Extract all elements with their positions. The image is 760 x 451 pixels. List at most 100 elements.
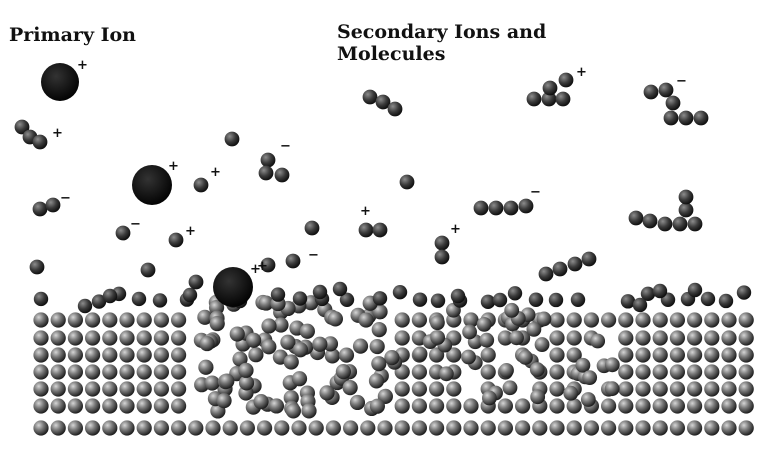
displaced-atom <box>261 339 277 355</box>
surface-atom <box>33 291 49 307</box>
surface-atom <box>332 281 348 297</box>
lattice-atom <box>67 364 83 380</box>
ejected-atom <box>488 200 504 216</box>
lattice-atom <box>67 381 83 397</box>
lattice-atom <box>549 420 565 436</box>
displaced-atom <box>258 295 274 311</box>
ejected-atom <box>541 91 557 107</box>
lattice-atom <box>33 398 49 414</box>
displaced-atom <box>285 403 301 419</box>
lattice-atom <box>618 420 634 436</box>
ejected-atom <box>678 202 694 218</box>
lattice-atom <box>119 420 135 436</box>
primary-ion-label: Primary Ion <box>9 24 136 46</box>
lattice-atom <box>549 312 565 328</box>
lattice-atom <box>50 330 66 346</box>
lattice-atom <box>618 398 634 414</box>
lattice-atom <box>652 312 668 328</box>
displaced-atom <box>371 356 387 372</box>
displaced-atom <box>476 316 492 332</box>
lattice-atom <box>704 330 720 346</box>
surface-atom <box>450 288 466 304</box>
lattice-atom <box>343 420 359 436</box>
displaced-atom <box>261 318 277 334</box>
lattice-atom <box>85 398 101 414</box>
lattice-atom <box>618 330 634 346</box>
lattice-atom <box>33 312 49 328</box>
lattice-atom <box>153 398 169 414</box>
lattice-atom <box>394 330 410 346</box>
lattice-atom <box>532 420 548 436</box>
ejected-atom <box>643 84 659 100</box>
displaced-atom <box>327 311 343 327</box>
ejected-atom <box>665 95 681 111</box>
displaced-atom <box>412 346 428 362</box>
displaced-atom <box>504 302 520 318</box>
displaced-atom <box>204 375 220 391</box>
ejected-atom <box>362 89 378 105</box>
displaced-atom <box>526 321 542 337</box>
ejected-atom <box>387 101 403 117</box>
displaced-atom <box>283 354 299 370</box>
displaced-atom <box>509 330 524 346</box>
lattice-atom <box>136 420 152 436</box>
lattice-atom <box>738 312 754 328</box>
displaced-atom <box>502 380 518 396</box>
ejected-atom <box>140 262 156 278</box>
displaced-atom <box>384 350 400 366</box>
displaced-atom <box>322 336 339 352</box>
lattice-atom <box>429 381 445 397</box>
displaced-atom <box>319 385 335 401</box>
lattice-atom <box>721 398 737 414</box>
ejected-atom <box>503 200 519 216</box>
ejected-atom <box>678 110 694 126</box>
lattice-atom <box>738 364 754 380</box>
displaced-atom <box>335 363 351 380</box>
lattice-atom <box>618 312 634 328</box>
displaced-atom <box>209 315 225 332</box>
displaced-atom <box>582 370 598 385</box>
ejected-atom <box>581 251 597 267</box>
surface-atom <box>620 294 636 309</box>
lattice-atom <box>497 420 513 436</box>
lattice-atom <box>652 330 668 346</box>
ejected-atom <box>434 235 450 251</box>
displaced-atom <box>245 332 262 348</box>
lattice-atom <box>50 347 66 363</box>
displaced-atom <box>238 375 255 391</box>
lattice-atom <box>85 330 101 346</box>
lattice-atom <box>257 420 273 436</box>
displaced-atom <box>604 357 620 373</box>
lattice-atom <box>721 364 737 380</box>
ejected-atom <box>693 110 709 126</box>
lattice-atom <box>635 364 651 380</box>
lattice-atom <box>618 364 634 380</box>
ejected-atom <box>538 266 554 282</box>
displaced-atom <box>462 324 477 340</box>
lattice-atom <box>721 381 737 397</box>
lattice-atom <box>669 312 686 328</box>
displaced-atom <box>529 362 545 377</box>
surface-atom <box>372 291 388 306</box>
ejected-atom <box>558 72 574 88</box>
displaced-atom <box>291 371 308 387</box>
lattice-atom <box>687 347 703 363</box>
lattice-atom <box>171 347 187 363</box>
lattice-atom <box>429 420 445 436</box>
ejected-atom <box>260 257 276 273</box>
surface-atom <box>131 291 147 307</box>
ejected-atom <box>518 198 534 214</box>
displaced-atom <box>273 317 289 333</box>
surface-atom <box>292 291 308 306</box>
displaced-atom <box>430 315 445 331</box>
positive-charge-icon: + <box>185 224 196 239</box>
lattice-atom <box>153 364 169 380</box>
lattice-atom <box>102 364 118 380</box>
lattice-atom <box>33 330 49 346</box>
surface-atom <box>91 294 107 309</box>
primary-ion <box>132 165 172 205</box>
lattice-atom <box>50 381 66 397</box>
lattice-atom <box>119 312 135 328</box>
lattice-atom <box>67 312 83 328</box>
